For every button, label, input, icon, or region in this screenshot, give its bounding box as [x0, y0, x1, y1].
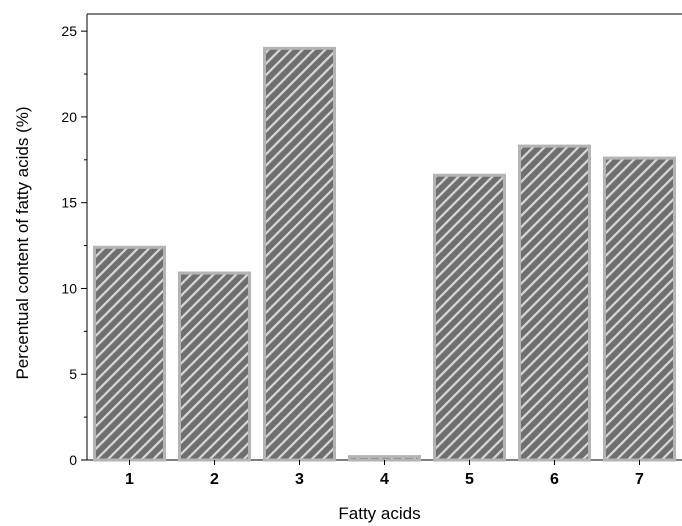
bar-5	[433, 173, 506, 462]
bar-6	[518, 144, 591, 462]
y-tick-label: 15	[61, 195, 77, 211]
y-axis-title: Percentual content of fatty acids (%)	[13, 106, 32, 379]
x-tick-label: 4	[380, 471, 389, 488]
x-axis-ticks: 1 2 3 4 5 6 7	[125, 460, 644, 488]
bar-4	[348, 455, 421, 462]
plot-frame	[86, 13, 682, 461]
y-axis-ticks: 0 5 10 15 20 25	[61, 23, 87, 468]
x-axis-title: Fatty acids	[338, 504, 420, 523]
x-tick-label: 5	[465, 471, 474, 488]
x-tick-label: 2	[210, 471, 219, 488]
bar-1	[93, 245, 166, 462]
bars-group	[93, 46, 676, 462]
x-tick-label: 1	[125, 471, 134, 488]
y-tick-label: 5	[69, 366, 77, 382]
x-tick-label: 3	[295, 471, 304, 488]
bar-7	[603, 156, 676, 462]
bar-2	[178, 271, 251, 462]
y-tick-label: 0	[69, 452, 77, 468]
y-tick-label: 25	[61, 23, 77, 39]
bar-3	[263, 46, 336, 462]
x-tick-label: 7	[635, 471, 644, 488]
y-tick-label: 10	[61, 280, 77, 296]
y-tick-label: 20	[61, 109, 77, 125]
x-tick-label: 6	[550, 471, 559, 488]
